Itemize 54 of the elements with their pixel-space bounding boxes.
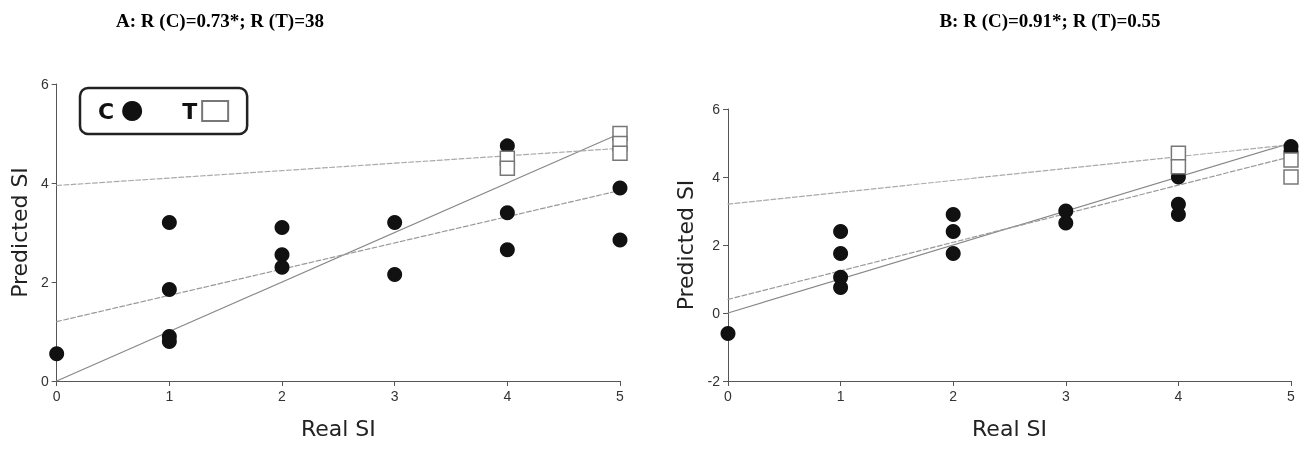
point	[49, 346, 65, 362]
y-tick-label: 2	[40, 274, 49, 290]
y-tick-label: 4	[712, 169, 721, 185]
y-tick-label: -2	[707, 373, 721, 389]
x-axis-title: Real SI	[972, 415, 1047, 441]
x-tick-label: 1	[836, 388, 845, 404]
point	[1058, 215, 1074, 231]
legend-label: C	[97, 98, 115, 124]
chart-title: A: R (C)=0.73*; R (T)=38	[116, 10, 324, 32]
y-tick-label: 0	[712, 305, 721, 321]
point	[945, 223, 961, 239]
y-tick-label: 2	[712, 237, 721, 253]
point	[274, 259, 290, 275]
x-tick-label: 5	[1287, 388, 1296, 404]
point	[499, 205, 515, 221]
point	[274, 247, 290, 263]
point	[387, 267, 403, 283]
point	[945, 246, 961, 261]
y-axis-title: Predicted SI	[673, 179, 699, 311]
x-tick-label: 5	[616, 388, 625, 404]
point	[612, 145, 628, 162]
y-tick-label: 0	[40, 373, 49, 389]
point	[387, 215, 403, 231]
point	[274, 220, 290, 236]
point	[161, 215, 177, 231]
point	[945, 206, 961, 222]
point	[612, 180, 628, 196]
point	[612, 232, 628, 248]
y-tick-label: 4	[40, 175, 49, 191]
point	[720, 325, 736, 341]
point	[833, 280, 849, 295]
point	[833, 246, 849, 261]
point	[833, 223, 849, 239]
chart-title: B: R (C)=0.91*; R (T)=0.55	[939, 10, 1161, 32]
point	[1170, 159, 1187, 175]
point	[161, 281, 177, 297]
y-tick-label: 6	[40, 76, 49, 92]
x-tick-label: 2	[949, 388, 958, 404]
y-tick-label: 6	[712, 101, 721, 117]
x-tick-label: 4	[1174, 388, 1183, 404]
x-tick-label: 1	[165, 388, 174, 404]
x-tick-label: 3	[1061, 388, 1070, 404]
x-tick-label: 3	[390, 388, 399, 404]
x-tick-label: 0	[724, 388, 733, 404]
x-tick-label: 2	[278, 388, 287, 404]
y-axis-title: Predicted SI	[6, 167, 32, 298]
point	[499, 160, 516, 176]
x-tick-label: 0	[52, 388, 61, 404]
point	[1283, 169, 1299, 185]
x-tick-label: 4	[503, 388, 512, 404]
x-axis-title: Real SI	[300, 415, 376, 441]
legend-label: T	[182, 98, 198, 124]
point	[1283, 152, 1299, 168]
point	[499, 242, 515, 258]
